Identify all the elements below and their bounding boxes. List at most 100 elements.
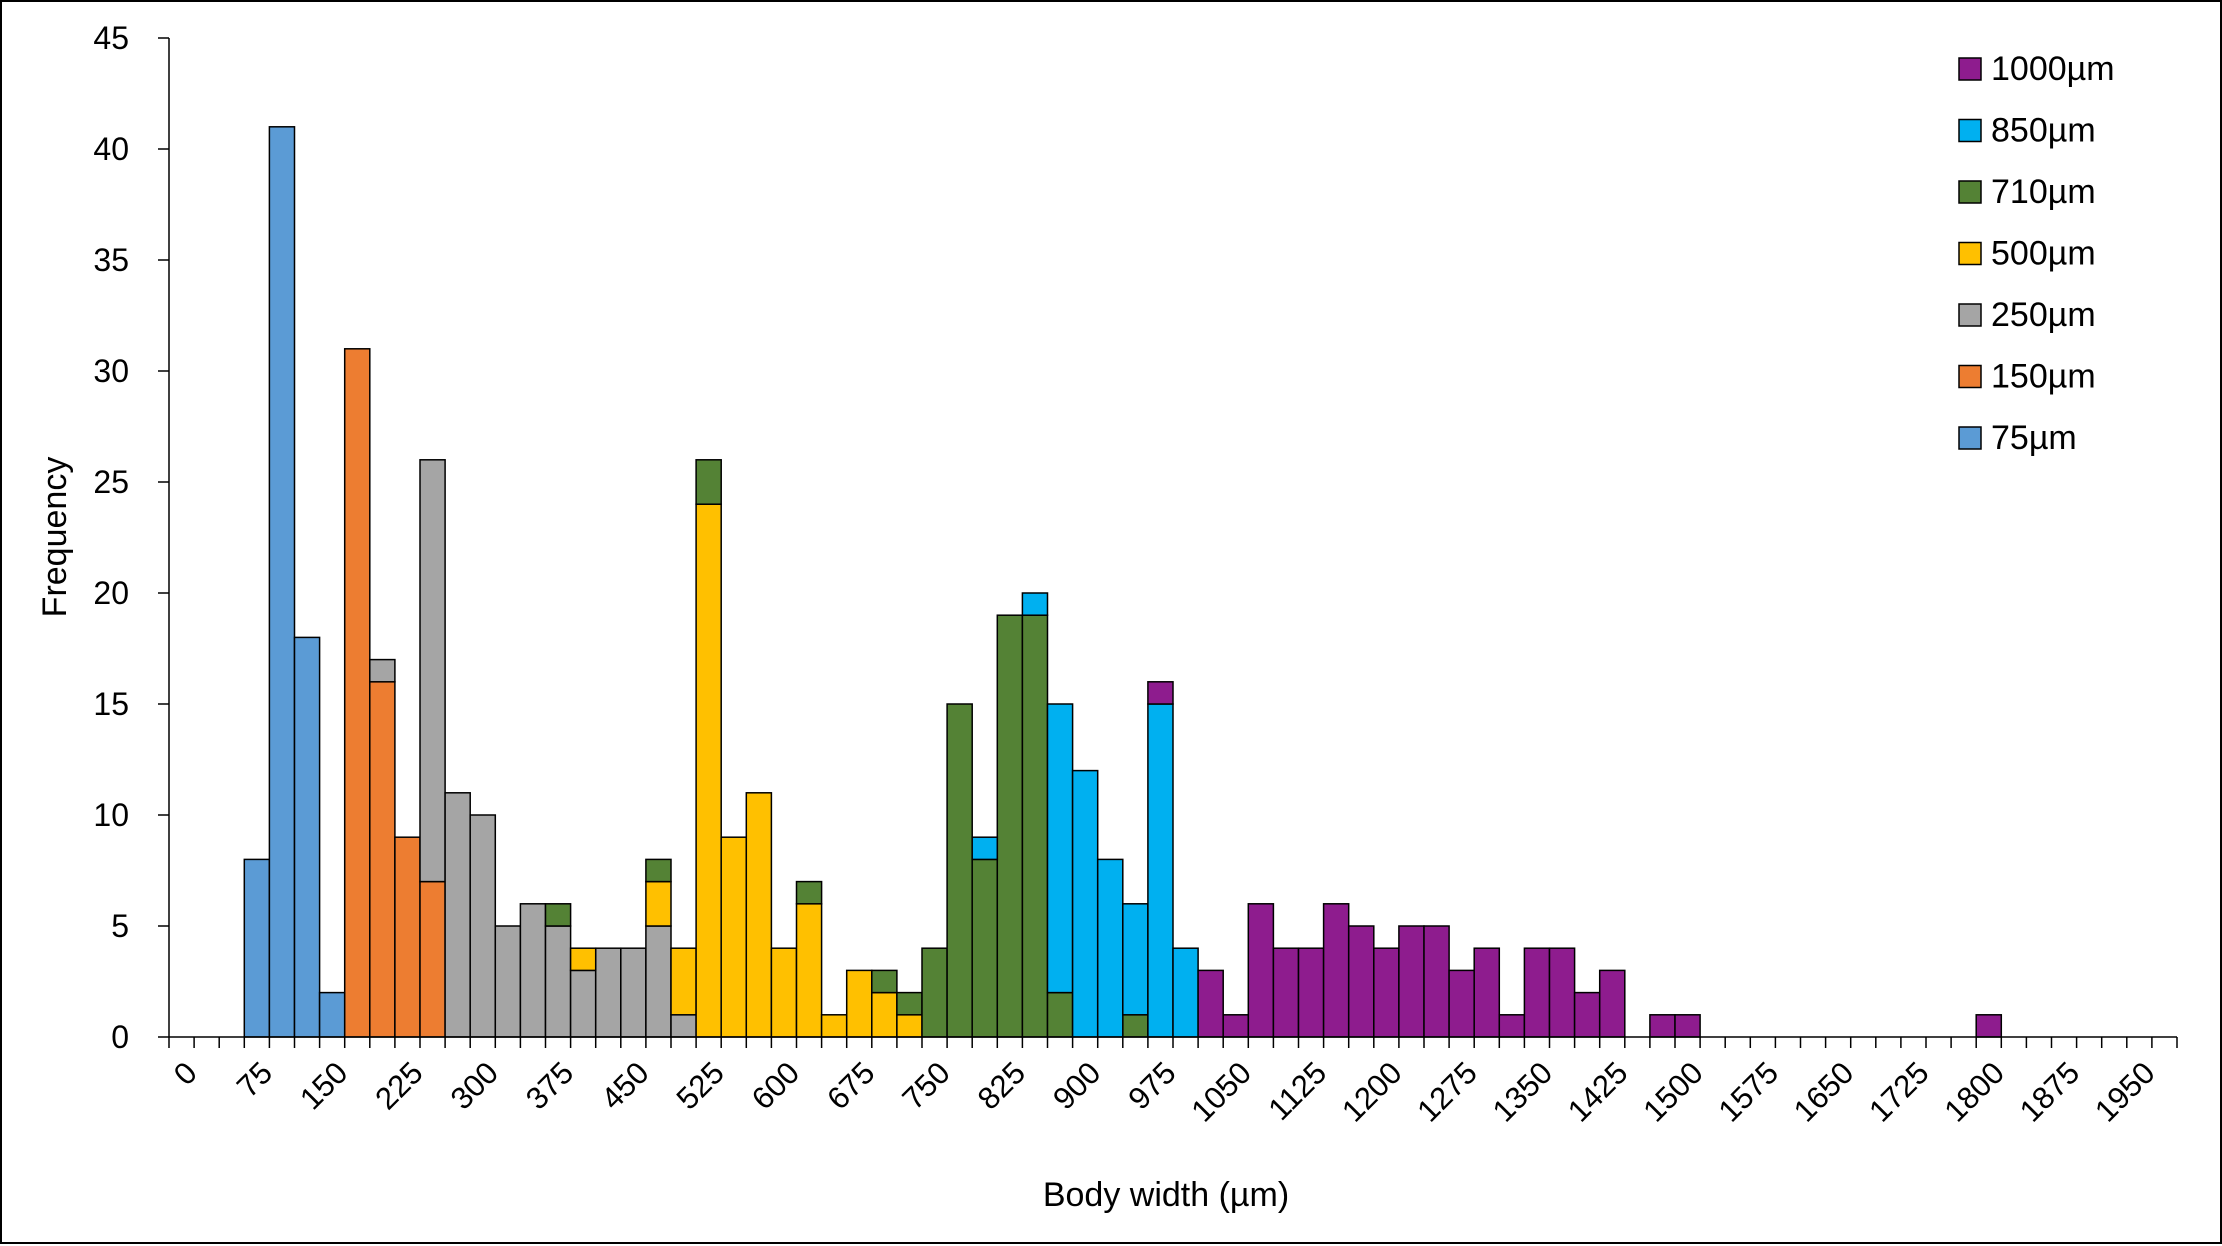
bar-segment <box>1021 592 1049 616</box>
bar-segment <box>1046 991 1074 1038</box>
bar-segment <box>243 858 271 1038</box>
bar-segment <box>845 969 873 1038</box>
x-tick-label: 600 <box>745 1055 806 1116</box>
legend-swatch <box>1958 303 1982 327</box>
bar-segment <box>1172 947 1199 1038</box>
bar-segment <box>1373 947 1400 1038</box>
bar-segment <box>268 126 296 1038</box>
bar-segment <box>1573 991 1601 1038</box>
y-tick-label: 25 <box>93 464 129 500</box>
bar-segment <box>1498 1014 1526 1038</box>
bar-segment <box>1598 969 1626 1038</box>
bar-segment <box>971 858 999 1038</box>
bar-segment <box>1046 703 1074 994</box>
y-tick-label: 40 <box>93 131 129 167</box>
bar-segment <box>318 991 346 1038</box>
bar-segment <box>569 969 597 1038</box>
legend: 1000µm 850µm 710µm 500µm 250µm 150µm 75µm <box>1958 50 2115 457</box>
bar-segment <box>1297 947 1325 1038</box>
bar-segment <box>444 792 471 1038</box>
y-axis-title: Frequency <box>36 457 74 618</box>
bar-segment <box>770 947 798 1038</box>
x-tick-label: 1575 <box>1712 1055 1786 1129</box>
bar-segment <box>343 348 371 1038</box>
bar-segment <box>1021 614 1049 1038</box>
y-tick-label: 35 <box>93 242 129 278</box>
bar-segment <box>1122 1014 1149 1038</box>
bar-segment <box>645 925 672 1038</box>
bar-segment <box>670 1014 697 1038</box>
x-tick-label: 1950 <box>2088 1055 2162 1129</box>
bar-segment <box>369 681 396 1038</box>
legend-label: 75µm <box>1991 419 2077 457</box>
bar-segment <box>871 991 898 1038</box>
bar-segment <box>419 880 446 1038</box>
bar-segment <box>820 1014 848 1038</box>
x-tick-label: 1200 <box>1335 1055 1409 1129</box>
legend-label: 850µm <box>1991 112 2096 150</box>
legend-label: 710µm <box>1991 173 2096 211</box>
bar-segment <box>921 947 948 1038</box>
bar-segment <box>896 991 923 1016</box>
legend-swatch <box>1958 57 1982 81</box>
bar-segment <box>1096 858 1124 1038</box>
x-axis-title: Body width (µm) <box>1043 1176 1289 1214</box>
x-tick-label: 300 <box>444 1055 505 1116</box>
x-tick-label: 1650 <box>1787 1055 1861 1129</box>
bar-segment <box>695 459 722 505</box>
bar-segment <box>394 836 421 1038</box>
y-tick-label: 15 <box>93 686 129 722</box>
bar-segment <box>369 658 396 683</box>
bar-segment <box>745 792 773 1038</box>
bar-segment <box>1147 681 1174 705</box>
bar-segment <box>996 614 1024 1038</box>
legend-swatch <box>1958 364 1982 389</box>
bar-segment <box>620 947 647 1038</box>
y-tick-label: 0 <box>111 1019 129 1055</box>
bars-layer <box>243 126 2003 1038</box>
bar-segment <box>594 947 622 1038</box>
bar-segment <box>569 947 597 972</box>
legend-swatch <box>1958 118 1982 143</box>
bar-segment <box>1071 769 1099 1038</box>
x-tick-label: 900 <box>1046 1055 1107 1116</box>
legend-label: 250µm <box>1991 296 2096 334</box>
bar-segment <box>1272 947 1300 1038</box>
bar-segment <box>971 836 999 861</box>
bar-segment <box>695 503 722 1038</box>
x-tick-label: 975 <box>1121 1055 1182 1116</box>
x-tick-label: 450 <box>594 1055 655 1116</box>
x-tick-label: 1275 <box>1410 1055 1484 1129</box>
x-tick-label: 1425 <box>1561 1055 1635 1129</box>
bar-segment <box>1649 1014 1676 1038</box>
y-tick-label: 5 <box>111 908 129 944</box>
y-tick-label: 10 <box>93 797 129 833</box>
legend-swatch <box>1958 426 1982 450</box>
bar-segment <box>795 903 823 1038</box>
bar-segment <box>645 858 672 883</box>
bar-segment <box>1448 969 1475 1038</box>
bar-segment <box>1197 969 1224 1038</box>
bar-segment <box>1975 1014 2003 1038</box>
bar-segment <box>1523 947 1551 1038</box>
x-tick-label: 1725 <box>1862 1055 1936 1129</box>
x-tick-label: 225 <box>368 1055 429 1116</box>
legend-swatch <box>1958 241 1982 266</box>
legend-label: 1000µm <box>1991 50 2115 88</box>
legend-label: 150µm <box>1991 358 2096 396</box>
y-tick-label: 20 <box>93 575 129 611</box>
bar-segment <box>469 814 497 1038</box>
bar-segment <box>871 969 898 994</box>
bar-segment <box>645 880 672 927</box>
bar-segment <box>1122 903 1149 1016</box>
bar-segment <box>720 836 748 1038</box>
x-tick-label: 675 <box>820 1055 881 1116</box>
bar-segment <box>670 947 697 1016</box>
bar-segment <box>494 925 522 1038</box>
bar-segment <box>1548 947 1576 1038</box>
x-tick-label: 1875 <box>2013 1055 2087 1129</box>
bar-segment <box>1247 903 1275 1038</box>
x-tick-label: 750 <box>895 1055 956 1116</box>
